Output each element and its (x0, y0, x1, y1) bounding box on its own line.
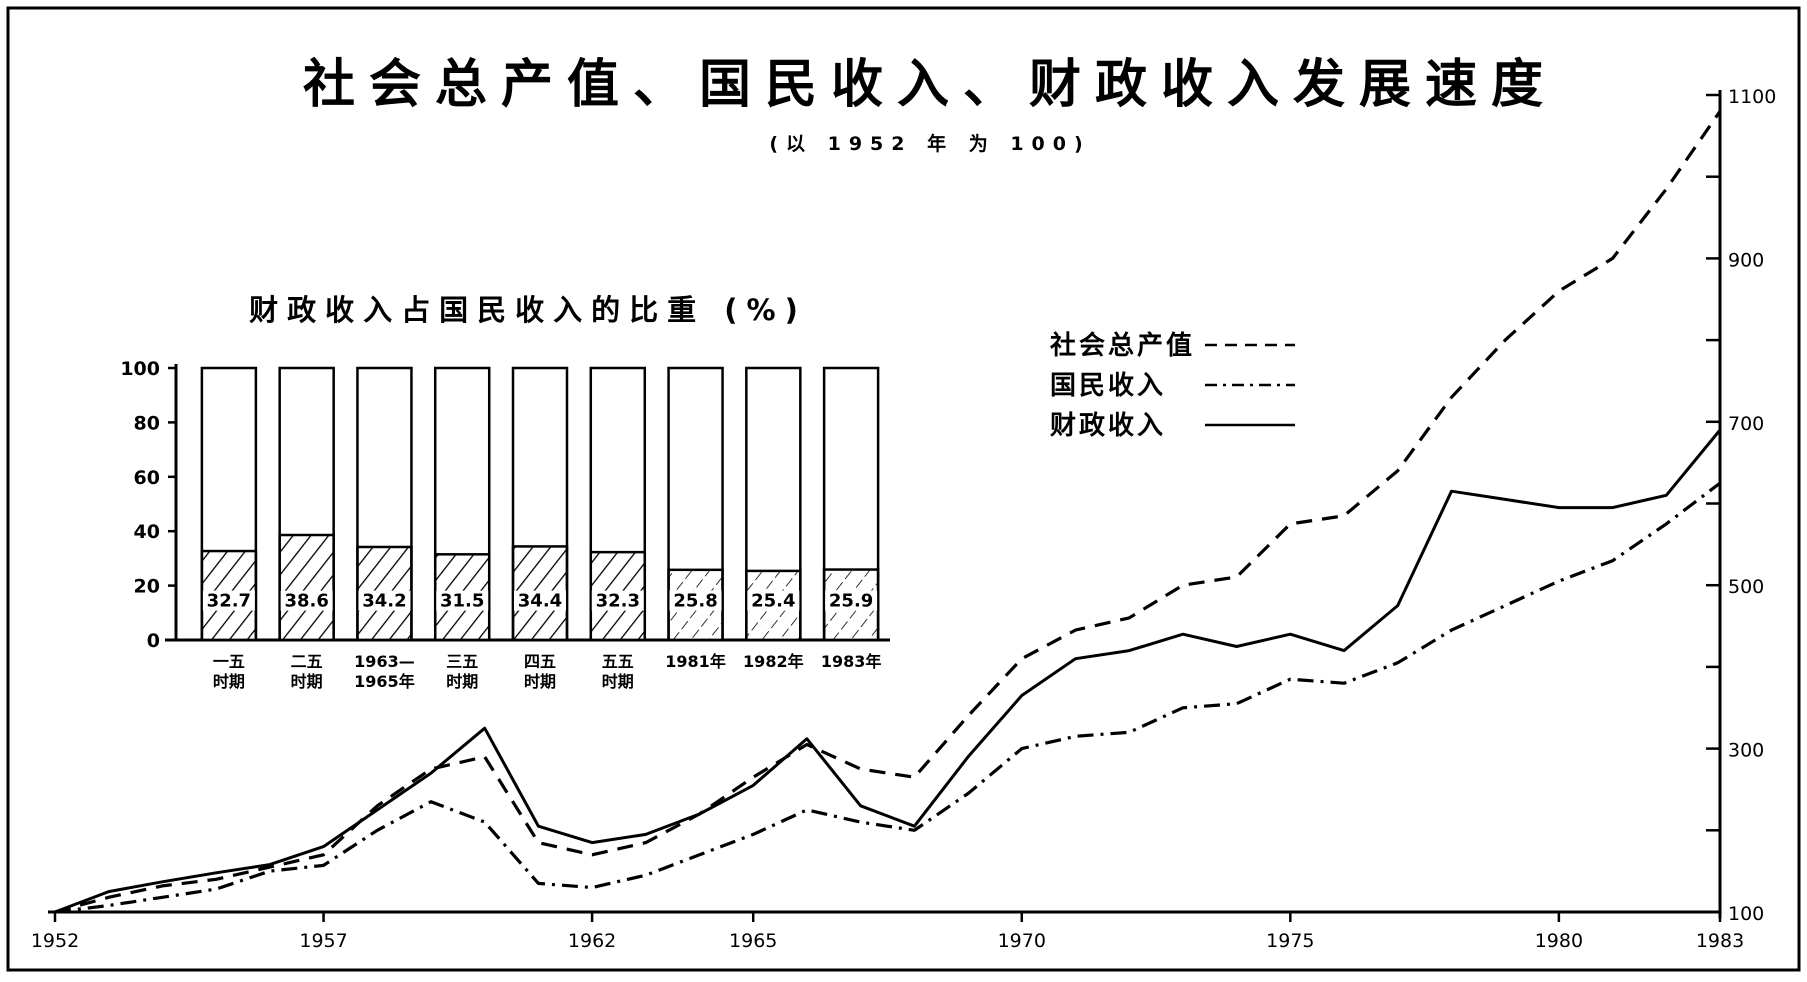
main-chart-subtitle: (以 1952 年 为 100) (769, 132, 1090, 155)
inset-bar-value-label: 32.7 (207, 591, 251, 612)
inset-y-tick-label: 20 (134, 576, 160, 598)
inset-bar-label-bg (436, 590, 489, 611)
inset-bar: 25.9 1983年 (821, 366, 882, 671)
inset-bar-label-bg (202, 590, 255, 611)
x-tick-label: 1980 (1535, 930, 1583, 952)
x-tick-label: 1962 (568, 930, 616, 952)
inset-bar-value-label: 34.2 (362, 591, 406, 612)
inset-category-label: 二五时期 (291, 652, 323, 691)
inset-y-tick-label: 0 (147, 630, 160, 652)
inset-bar-label-bg (514, 590, 566, 611)
inset-category-label: 1983年 (821, 652, 882, 671)
y-tick-label: 900 (1728, 249, 1764, 271)
inset-bar-value-label: 25.4 (751, 591, 795, 612)
y-tick-label: 700 (1728, 413, 1764, 435)
series-line-2 (54, 481, 1721, 914)
inset-bar-label-bg (358, 590, 411, 611)
inset-bar: 32.3 五五时期 (589, 366, 647, 691)
y-tick-label: 500 (1728, 576, 1764, 598)
inset-category-label: 三五时期 (446, 652, 478, 691)
y-tick-label: 300 (1728, 740, 1764, 762)
inset-bar: 32.7 一五时期 (200, 366, 258, 691)
inset-bar-label-bg (591, 590, 644, 611)
inset-bar-value-label: 25.8 (673, 591, 717, 612)
inset-category-label: 五五时期 (602, 652, 634, 691)
inset-chart-title: 财政收入占国民收入的比重 (%) (249, 293, 807, 327)
inset-category-label: 一五时期 (213, 652, 245, 691)
inset-bar-fill (278, 533, 335, 642)
inset-y-tick-label: 60 (134, 467, 160, 489)
inset-bar-value-label: 38.6 (284, 591, 328, 612)
inset-y-tick-label: 100 (120, 358, 160, 380)
inset-bar-label-bg (280, 590, 333, 611)
inset-y-tick-label: 80 (134, 412, 160, 434)
x-tick-label: 1965 (729, 930, 777, 952)
y-tick-label: 1100 (1728, 86, 1776, 108)
legend-label: 财政收入 (1050, 410, 1166, 441)
inset-bar-value-label: 31.5 (440, 591, 484, 612)
inset-bar-label-bg (825, 590, 878, 611)
inset-category-label: 1981年 (665, 652, 726, 671)
inset-category-label: 1982年 (743, 652, 804, 671)
inset-bar-chart: 0 20 40 60 80 100 32.7 一五时期 38.6 二五时期 34.2 1963— 196… (120, 358, 890, 691)
legend-label: 社会总产值 (1050, 330, 1195, 361)
main-chart-title: 社会总产值、国民收入、财政收入发展速度 (303, 55, 1557, 115)
inset-bar-label-bg (747, 590, 800, 611)
x-tick-label: 1970 (998, 930, 1046, 952)
inset-bar: 34.2 1963— 1965年 (354, 366, 415, 691)
series-line-3 (54, 429, 1722, 914)
inset-bar-value-label: 25.9 (829, 591, 873, 612)
legend-label: 国民收入 (1050, 371, 1166, 401)
inset-bar: 38.6 二五时期 (278, 366, 335, 691)
y-tick-label: 100 (1728, 903, 1764, 925)
figure-frame (6, 6, 1801, 972)
main-chart-axes (48, 90, 1722, 922)
series-line-1 (54, 110, 1722, 914)
x-tick-label: 1952 (31, 930, 79, 952)
x-tick-label: 1957 (299, 930, 347, 952)
inset-bar-label-bg (669, 590, 722, 611)
x-tick-label: 1983 (1696, 930, 1744, 952)
x-tick-label: 1975 (1266, 930, 1314, 952)
main-chart-tick-labels: 100 300 500 700 900 1100 1952 1957 1962 1965 1970 1… (31, 86, 1777, 952)
inset-bar: 25.4 1982年 (743, 366, 804, 671)
inset-category-label: 四五时期 (524, 652, 556, 691)
inset-y-tick-label: 40 (134, 521, 160, 543)
main-chart-series (54, 110, 1722, 914)
inset-bar: 25.8 1981年 (665, 366, 726, 671)
inset-bar: 31.5 三五时期 (433, 366, 491, 691)
inset-bar-value-label: 34.4 (518, 591, 562, 612)
inset-bar-value-label: 32.3 (596, 591, 640, 612)
inset-category-label: 1963— 1965年 (354, 652, 415, 691)
inset-bar: 34.4 四五时期 (511, 366, 569, 691)
